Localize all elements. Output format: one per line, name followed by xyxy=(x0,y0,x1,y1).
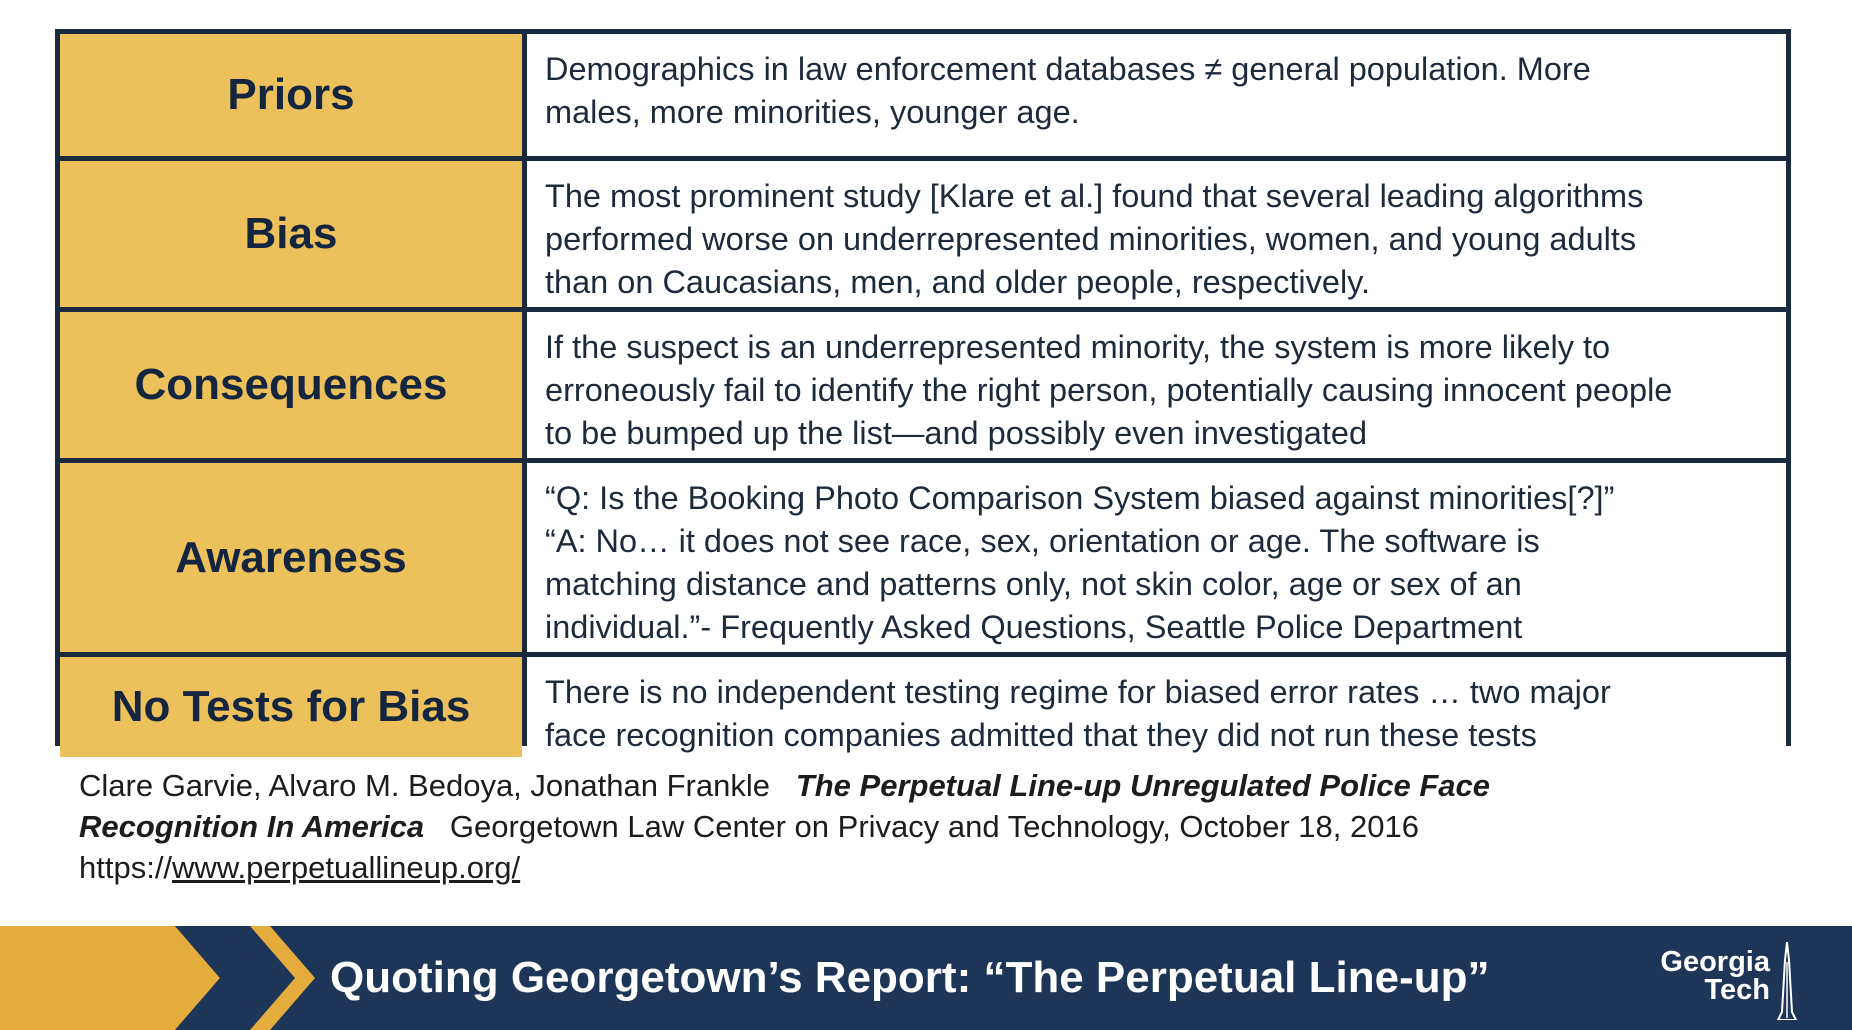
citation-title-cont: Recognition In America xyxy=(79,809,425,844)
chevron-stripe-icon xyxy=(0,926,315,1030)
georgia-tech-logo: Georgia Tech xyxy=(1628,942,1798,1020)
row-text-no-tests-for-bias: There is no independent testing regime f… xyxy=(527,657,1786,757)
citation-link[interactable]: www.perpetuallineup.org/ xyxy=(172,850,521,885)
text-line: to be bumped up the list—and possibly ev… xyxy=(545,415,1368,451)
citation-authors: Clare Garvie, Alvaro M. Bedoya, Jonathan… xyxy=(79,768,770,803)
citation-publisher: Georgetown Law Center on Privacy and Tec… xyxy=(449,809,1419,844)
row-label-no-tests-for-bias: No Tests for Bias xyxy=(60,657,522,757)
citation-line-1: Clare Garvie, Alvaro M. Bedoya, Jonathan… xyxy=(79,765,1779,806)
text-line: “A: No… it does not see race, sex, orien… xyxy=(545,523,1540,559)
text-line: performed worse on underrepresented mino… xyxy=(545,221,1637,257)
citation: Clare Garvie, Alvaro M. Bedoya, Jonathan… xyxy=(79,765,1779,888)
text-line: individual.”- Frequently Asked Questions… xyxy=(545,609,1523,645)
tower-icon xyxy=(1776,942,1798,1020)
logo-text-tech: Tech xyxy=(1704,974,1770,1006)
text-line: The most prominent study [Klare et al.] … xyxy=(545,178,1644,214)
citation-line-3: https://www.perpetuallineup.org/ xyxy=(79,847,1779,888)
footer-bar: Quoting Georgetown’s Report: “The Perpet… xyxy=(0,926,1852,1030)
text-line: face recognition companies admitted that… xyxy=(545,717,1537,753)
text-line: There is no independent testing regime f… xyxy=(545,674,1611,710)
row-text-consequences: If the suspect is an underrepresented mi… xyxy=(527,312,1786,458)
row-text-awareness: “Q: Is the Booking Photo Comparison Syst… xyxy=(527,463,1786,652)
text-line: Demographics in law enforcement database… xyxy=(545,51,1591,87)
row-text-bias: The most prominent study [Klare et al.] … xyxy=(527,161,1786,307)
text-line: If the suspect is an underrepresented mi… xyxy=(545,329,1611,365)
text-line: erroneously fail to identify the right p… xyxy=(545,372,1673,408)
citation-title: The Perpetual Line-up Unregulated Police… xyxy=(795,768,1490,803)
text-line: than on Caucasians, men, and older peopl… xyxy=(545,264,1371,300)
text-line: males, more minorities, younger age. xyxy=(545,94,1080,130)
citation-line-2: Recognition In America Georgetown Law Ce… xyxy=(79,806,1779,847)
citation-url-prefix: https:// xyxy=(79,850,173,885)
row-label-consequences: Consequences xyxy=(60,312,522,458)
row-label-bias: Bias xyxy=(60,161,522,307)
slide-title: Quoting Georgetown’s Report: “The Perpet… xyxy=(330,953,1490,1002)
text-line: matching distance and patterns only, not… xyxy=(545,566,1522,602)
logo-text-georgia: Georgia xyxy=(1660,946,1770,978)
row-label-awareness: Awareness xyxy=(60,463,522,652)
row-text-priors: Demographics in law enforcement database… xyxy=(527,34,1786,156)
row-label-priors: Priors xyxy=(60,34,522,156)
summary-table: Priors Demographics in law enforcement d… xyxy=(55,29,1791,757)
text-line: “Q: Is the Booking Photo Comparison Syst… xyxy=(545,480,1615,516)
